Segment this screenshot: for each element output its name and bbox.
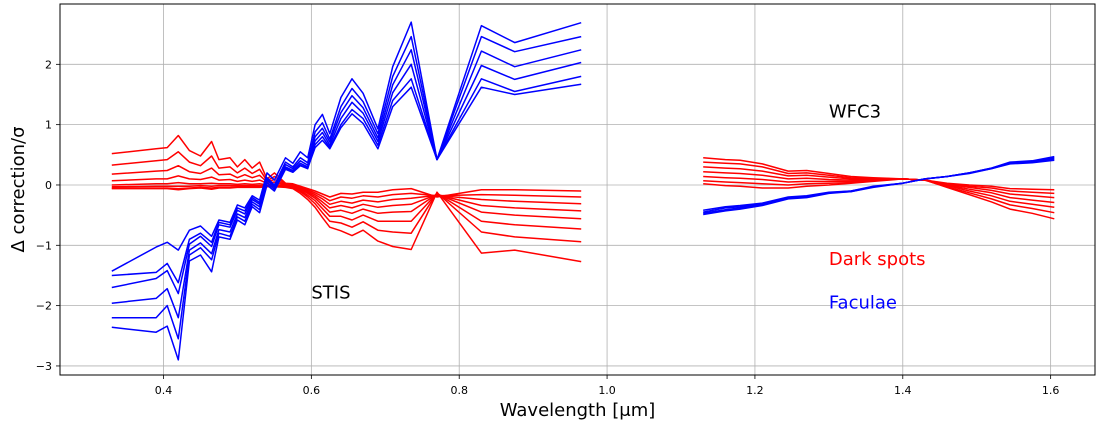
annotation-dark-spots: Dark spots [829,249,926,270]
stis-faculae-line [111,83,582,284]
annotation-stis: STIS [311,282,350,303]
stis-faculae-line [111,21,582,272]
y-tick-label: −3 [36,360,52,373]
stis-dark-spots-line [111,186,582,263]
y-tick-label: −1 [36,239,52,252]
plot-frame [59,3,1096,376]
wfc3-dark-spots-line [703,166,1055,199]
x-tick-label: 0.6 [303,384,321,397]
y-tick-label: 0 [45,179,52,192]
x-axis-label: Wavelength [μm] [500,400,656,421]
series-layer [111,21,1055,361]
x-tick-label: 0.8 [450,384,468,397]
annotation-faculae: Faculae [829,293,897,314]
stis-faculae-line [111,35,582,295]
stis-dark-spots-line [111,184,582,230]
x-tick-label: 1.0 [598,384,616,397]
y-axis-label: Δ correction/σ [8,127,29,253]
stis-faculae-line [111,61,582,340]
stis-faculae-line [111,49,582,319]
stis-faculae-line [111,75,582,361]
wfc3-faculae-line [703,159,1055,216]
x-axis-ticks: 0.4 0.6 0.8 1.0 1.2 1.4 1.6 [155,375,1060,397]
y-axis-ticks: −3 −2 −1 0 1 2 [36,58,60,373]
y-tick-label: −2 [36,300,52,313]
grid-lines [60,4,1095,375]
x-tick-label: 1.2 [746,384,764,397]
y-tick-label: 2 [45,58,52,71]
y-tick-label: 1 [45,119,52,132]
annotation-wfc3: WFC3 [829,101,881,122]
x-tick-label: 1.6 [1042,384,1060,397]
wfc3-dark-spots-line [703,178,1055,220]
x-tick-label: 0.4 [155,384,173,397]
x-tick-label: 1.4 [894,384,912,397]
annotations: STIS WFC3 Dark spots Faculae [311,101,925,313]
